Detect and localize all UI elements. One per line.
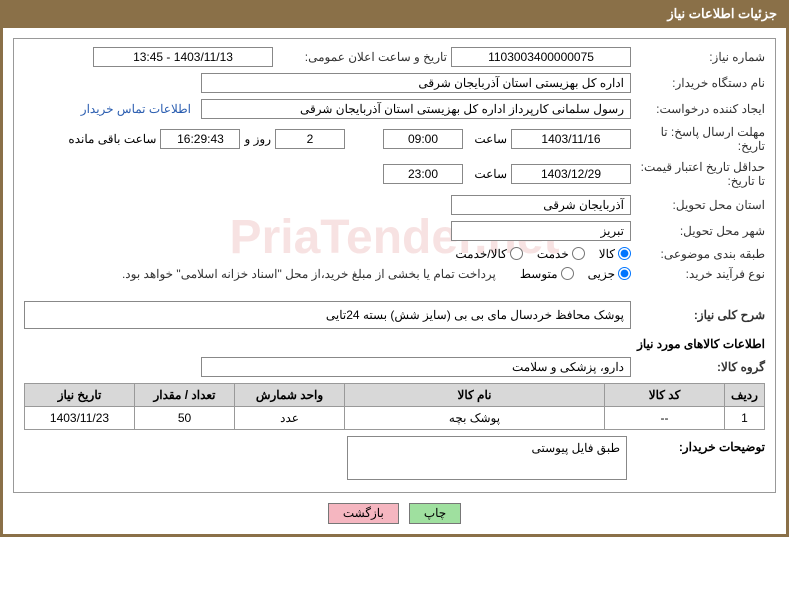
row-general-desc: شرح کلی نیاز: پوشک محافظ خردسال مای بی ب… — [24, 301, 765, 329]
row-buyer-org: نام دستگاه خریدار: اداره کل بهزیستی استا… — [24, 73, 765, 93]
buyer-contact-link[interactable]: اطلاعات تماس خریدار — [81, 102, 191, 116]
goods-group-label: گروه کالا: — [635, 360, 765, 374]
radio-kala[interactable]: کالا — [599, 247, 631, 261]
announce-field: 1403/11/13 - 13:45 — [93, 47, 273, 67]
purchase-note: پرداخت تمام یا بخشی از مبلغ خرید،از محل … — [122, 267, 496, 281]
deadline-date: 1403/11/16 — [511, 129, 631, 149]
buyer-notes-label: توضیحات خریدار: — [635, 436, 765, 480]
general-desc-field: پوشک محافظ خردسال مای بی بی (سایز شش) بس… — [24, 301, 631, 329]
col-unit: واحد شمارش — [235, 383, 345, 406]
category-radios: کالا خدمت کالا/خدمت — [455, 247, 631, 261]
validity-time: 23:00 — [383, 164, 463, 184]
col-date: تاریخ نیاز — [25, 383, 135, 406]
category-label: طبقه بندی موضوعی: — [635, 247, 765, 261]
cell-name: پوشک بچه — [345, 406, 605, 429]
deadline-time-label: ساعت — [467, 132, 507, 146]
radio-minor[interactable]: جزیی — [588, 267, 631, 281]
buyer-org-label: نام دستگاه خریدار: — [635, 76, 765, 90]
days-label: روز و — [244, 132, 271, 146]
province-label: استان محل تحویل: — [635, 198, 765, 212]
purchase-type-label: نوع فرآیند خرید: — [635, 267, 765, 281]
goods-group-field: دارو، پزشکی و سلامت — [201, 357, 631, 377]
remain-time: 16:29:43 — [160, 129, 240, 149]
province-field: آذربایجان شرقی — [451, 195, 631, 215]
city-label: شهر محل تحویل: — [635, 224, 765, 238]
goods-section-title: اطلاعات کالاهای مورد نیاز — [24, 337, 765, 351]
goods-table: ردیف کد کالا نام کالا واحد شمارش تعداد /… — [24, 383, 765, 430]
radio-kala-text: کالا — [599, 247, 615, 261]
page-header: جزئیات اطلاعات نیاز — [0, 0, 789, 28]
cell-date: 1403/11/23 — [25, 406, 135, 429]
requester-field: رسول سلمانی کارپرداز اداره کل بهزیستی اس… — [201, 99, 631, 119]
need-no-label: شماره نیاز: — [635, 50, 765, 64]
purchase-type-radios: جزیی متوسط — [520, 267, 631, 281]
radio-khedmat[interactable]: خدمت — [537, 247, 585, 261]
back-button[interactable]: بازگشت — [328, 503, 399, 524]
city-field: تبریز — [451, 221, 631, 241]
row-purchase-type: نوع فرآیند خرید: جزیی متوسط پرداخت تمام … — [24, 267, 765, 281]
form-box: شماره نیاز: 1103003400000075 تاریخ و ساع… — [13, 38, 776, 493]
cell-code: -- — [605, 406, 725, 429]
row-province: استان محل تحویل: آذربایجان شرقی — [24, 195, 765, 215]
goods-header-row: ردیف کد کالا نام کالا واحد شمارش تعداد /… — [25, 383, 765, 406]
row-city: شهر محل تحویل: تبریز — [24, 221, 765, 241]
buyer-notes-row: توضیحات خریدار: طبق فایل پیوستی — [24, 436, 765, 480]
row-need-no: شماره نیاز: 1103003400000075 تاریخ و ساع… — [24, 47, 765, 67]
announce-label: تاریخ و ساعت اعلان عمومی: — [277, 50, 447, 64]
col-name: نام کالا — [345, 383, 605, 406]
col-qty: تعداد / مقدار — [135, 383, 235, 406]
cell-qty: 50 — [135, 406, 235, 429]
radio-kala-khedmat[interactable]: کالا/خدمت — [455, 247, 522, 261]
buyer-notes-box: طبق فایل پیوستی — [347, 436, 627, 480]
main-panel: شماره نیاز: 1103003400000075 تاریخ و ساع… — [0, 28, 789, 537]
deadline-label: مهلت ارسال پاسخ: تا تاریخ: — [635, 125, 765, 154]
deadline-days: 2 — [275, 129, 345, 149]
row-goods-group: گروه کالا: دارو، پزشکی و سلامت — [24, 357, 765, 377]
row-validity: حداقل تاریخ اعتبار قیمت: تا تاریخ: 1403/… — [24, 160, 765, 189]
radio-minor-text: جزیی — [588, 267, 615, 281]
page-title: جزئیات اطلاعات نیاز — [667, 6, 777, 21]
buyer-org-field: اداره کل بهزیستی استان آذربایجان شرقی — [201, 73, 631, 93]
validity-date: 1403/12/29 — [511, 164, 631, 184]
radio-khedmat-text: خدمت — [537, 247, 569, 261]
radio-medium-text: متوسط — [520, 267, 558, 281]
requester-label: ایجاد کننده درخواست: — [635, 102, 765, 116]
row-requester: ایجاد کننده درخواست: رسول سلمانی کارپردا… — [24, 99, 765, 119]
cell-idx: 1 — [725, 406, 765, 429]
table-row: 1 -- پوشک بچه عدد 50 1403/11/23 — [25, 406, 765, 429]
validity-time-label: ساعت — [467, 167, 507, 181]
validity-label: حداقل تاریخ اعتبار قیمت: تا تاریخ: — [635, 160, 765, 189]
row-deadline: مهلت ارسال پاسخ: تا تاریخ: 1403/11/16 سا… — [24, 125, 765, 154]
row-category: طبقه بندی موضوعی: کالا خدمت کالا/خدمت — [24, 247, 765, 261]
button-row: چاپ بازگشت — [13, 503, 776, 524]
print-button[interactable]: چاپ — [409, 503, 461, 524]
col-idx: ردیف — [725, 383, 765, 406]
need-no-field: 1103003400000075 — [451, 47, 631, 67]
radio-kk-text: کالا/خدمت — [455, 247, 506, 261]
remain-label: ساعت باقی مانده — [68, 132, 156, 146]
cell-unit: عدد — [235, 406, 345, 429]
radio-medium[interactable]: متوسط — [520, 267, 574, 281]
general-desc-label: شرح کلی نیاز: — [635, 308, 765, 322]
deadline-time: 09:00 — [383, 129, 463, 149]
col-code: کد کالا — [605, 383, 725, 406]
